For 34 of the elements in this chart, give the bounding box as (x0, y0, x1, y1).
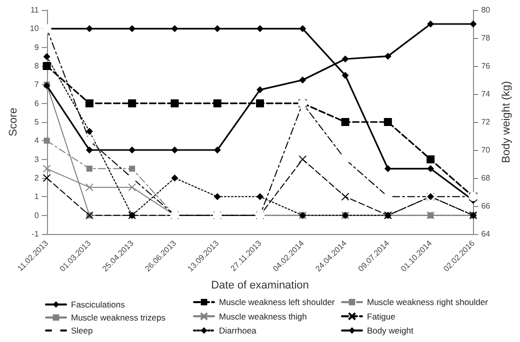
y2-tick-label: 64 (481, 230, 491, 238)
legend-label: Muscle weakness thigh (219, 311, 308, 322)
y-tick-label: 10 (30, 24, 40, 34)
y2-axis-title: Body weight (kg) (500, 81, 512, 163)
y-tick-label: -1 (32, 230, 40, 238)
legend-label: Body weight (367, 326, 414, 336)
y-tick-label: 11 (30, 6, 40, 14)
y2-tick-label: 80 (481, 6, 491, 14)
y-tick-label: 7 (34, 80, 40, 90)
legend-label: Muscle weakness right shoulder (367, 297, 488, 308)
y-tick-label: 9 (34, 42, 40, 52)
y-tick-label: 1 (34, 192, 40, 202)
legend-label: Muscle weakness trizeps (71, 312, 166, 322)
y2-tick-label: 68 (481, 174, 491, 182)
y2-tick-label: 72 (481, 118, 491, 126)
y-axis-title: Score (8, 108, 20, 136)
y2-tick-label: 78 (481, 34, 491, 42)
y-tick-label: 2 (34, 174, 40, 182)
y-tick-label: 8 (34, 62, 40, 70)
x-axis-title: Date of examination (211, 280, 309, 292)
y-tick-label: 5 (34, 118, 40, 126)
legend-label: Diarrhoea (219, 326, 257, 336)
legend-label: Sleep (71, 326, 94, 336)
legend-label: Muscle weakness left shoulder (219, 297, 335, 308)
legend-label: Fatigue (367, 311, 396, 322)
y2-tick-label: 66 (481, 202, 491, 210)
legend-label: Fasciculations (71, 300, 125, 310)
y-tick-label: 6 (34, 98, 40, 108)
y2-tick-label: 70 (481, 146, 491, 154)
y-tick-label: 3 (34, 154, 40, 164)
y-tick-label: 4 (34, 136, 40, 146)
y2-tick-label: 76 (481, 62, 491, 70)
y-tick-label: 0 (34, 210, 40, 220)
y2-tick-label: 74 (481, 90, 491, 98)
